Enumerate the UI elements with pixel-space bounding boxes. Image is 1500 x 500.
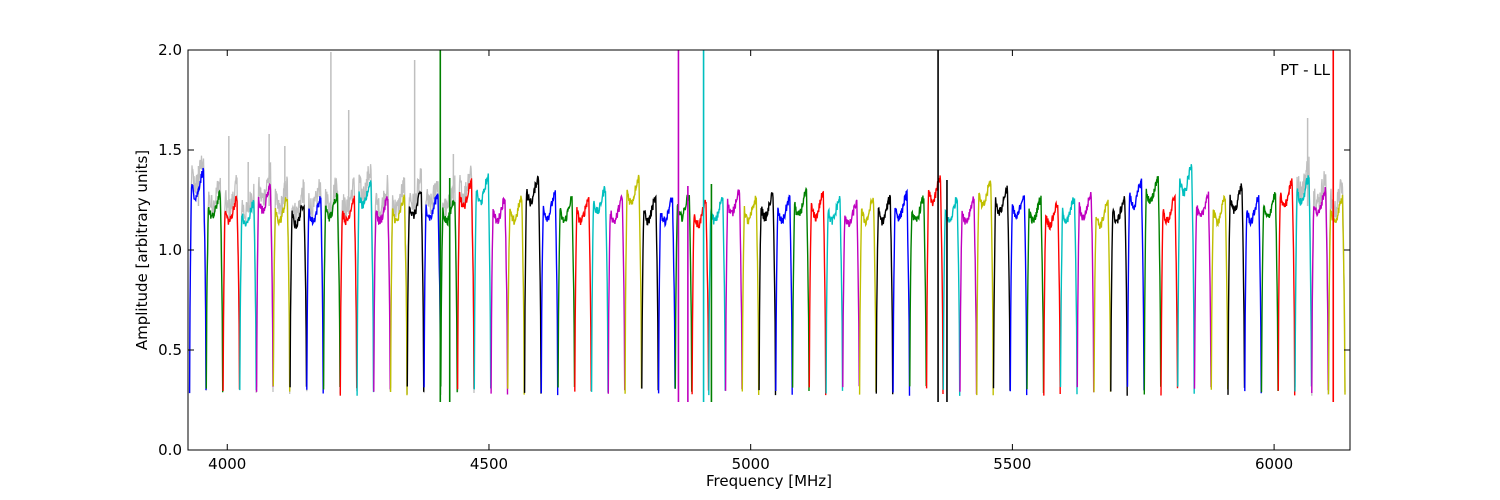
series-band-24	[590, 186, 609, 393]
background-trace-band-14	[423, 180, 442, 394]
series-band-36	[791, 186, 810, 392]
series-band-43	[909, 195, 927, 387]
series-band-63	[1244, 195, 1262, 394]
series-band-20	[523, 175, 542, 394]
series-band-6	[289, 204, 308, 388]
x-tick-label-5500: 5500	[993, 455, 1031, 473]
background-trace-band-2	[222, 174, 241, 390]
background-trace-band-7	[306, 179, 324, 392]
series-band-17	[473, 173, 492, 390]
series-band-56	[1126, 178, 1145, 391]
series-band-54	[1093, 199, 1112, 393]
series-band-3	[239, 200, 257, 391]
y-tick-label-2: 2.0	[158, 41, 182, 59]
series-band-38	[825, 196, 844, 394]
series-band-14	[423, 193, 442, 388]
background-trace-band-67	[1311, 171, 1329, 396]
series-band-32	[724, 189, 743, 391]
x-axis-label: Frequency [MHz]	[706, 472, 832, 490]
series-band-35	[775, 194, 793, 395]
series-band-30	[691, 199, 710, 395]
series-band-4	[255, 182, 274, 392]
series-band-11	[373, 196, 391, 392]
series-band-9	[339, 195, 358, 396]
series-band-2	[222, 195, 241, 392]
series-band-41	[875, 194, 894, 395]
series-band-5	[272, 197, 291, 392]
background-trace-band-10	[356, 164, 375, 389]
series-band-59	[1177, 164, 1195, 394]
series-band-21	[540, 190, 559, 396]
series-band-44	[925, 175, 944, 395]
series-band-0	[188, 167, 207, 394]
y-axis-label: Amplitude [arbitrary units]	[133, 150, 151, 350]
y-axis-ticks: 0.0 0.5 1.0 1.5 2.0	[158, 41, 1350, 459]
background-trace-band-11	[373, 174, 391, 392]
series-band-37	[808, 190, 827, 396]
series-band-60	[1193, 191, 1212, 389]
series-band-33	[741, 195, 760, 396]
series-band-45	[942, 196, 961, 396]
background-trace-band-13	[406, 168, 425, 395]
series-band-49	[1009, 194, 1028, 396]
series-band-53	[1076, 192, 1095, 393]
series-band-48	[992, 185, 1011, 391]
series-band-50	[1026, 195, 1045, 394]
series-band-16	[456, 178, 475, 390]
series-band-62	[1227, 183, 1246, 395]
series-band-7	[306, 196, 324, 394]
background-trace-group	[188, 52, 1346, 396]
series-band-12	[389, 194, 408, 396]
series-band-25	[607, 194, 626, 394]
x-tick-label-4500: 4500	[470, 455, 508, 473]
x-tick-label-4000: 4000	[208, 455, 246, 473]
series-band-10	[356, 180, 375, 396]
series-band-8	[322, 192, 341, 390]
y-tick-label-0: 0.0	[158, 441, 182, 459]
x-tick-label-6000: 6000	[1255, 455, 1293, 473]
series-band-27	[641, 194, 659, 391]
series-band-64	[1260, 192, 1279, 393]
background-trace-band-1	[205, 177, 224, 391]
series-band-1	[205, 189, 224, 393]
series-annotation: PT - LL	[1280, 61, 1331, 79]
y-tick-label-1: 1.0	[158, 241, 182, 259]
series-band-34	[758, 192, 777, 396]
series-band-57	[1143, 176, 1162, 395]
background-trace-band-12	[389, 177, 408, 395]
series-group	[188, 50, 1346, 402]
series-band-58	[1160, 193, 1179, 396]
series-band-18	[490, 196, 509, 395]
y-tick-label-1.5: 1.5	[158, 141, 182, 159]
series-band-68	[1327, 194, 1346, 395]
series-band-40	[858, 197, 877, 395]
series-band-65	[1277, 178, 1296, 396]
series-band-42	[892, 188, 911, 396]
series-band-51	[1043, 200, 1061, 396]
background-trace-band-68	[1327, 179, 1346, 392]
series-band-22	[557, 195, 576, 388]
series-band-26	[624, 174, 643, 394]
background-trace-band-5	[272, 176, 291, 395]
series-band-67	[1311, 187, 1329, 394]
series-band-66	[1294, 175, 1313, 392]
series-band-28	[657, 197, 676, 394]
series-band-13	[406, 190, 425, 392]
series-band-61	[1210, 194, 1229, 390]
x-tick-label-5000: 5000	[732, 455, 770, 473]
series-band-55	[1110, 196, 1128, 396]
series-band-47	[976, 180, 994, 396]
y-tick-label-0.5: 0.5	[158, 341, 182, 359]
background-trace-band-66	[1294, 156, 1313, 388]
x-axis-ticks: 4000 4500 5000 5500 6000	[208, 50, 1293, 473]
series-band-19	[507, 195, 525, 395]
series-band-23	[574, 197, 592, 392]
series-band-52	[1059, 197, 1078, 395]
series-band-46	[959, 196, 978, 395]
series-band-39	[842, 199, 860, 388]
background-trace-band-4	[255, 162, 274, 393]
background-trace-band-16	[456, 165, 475, 394]
